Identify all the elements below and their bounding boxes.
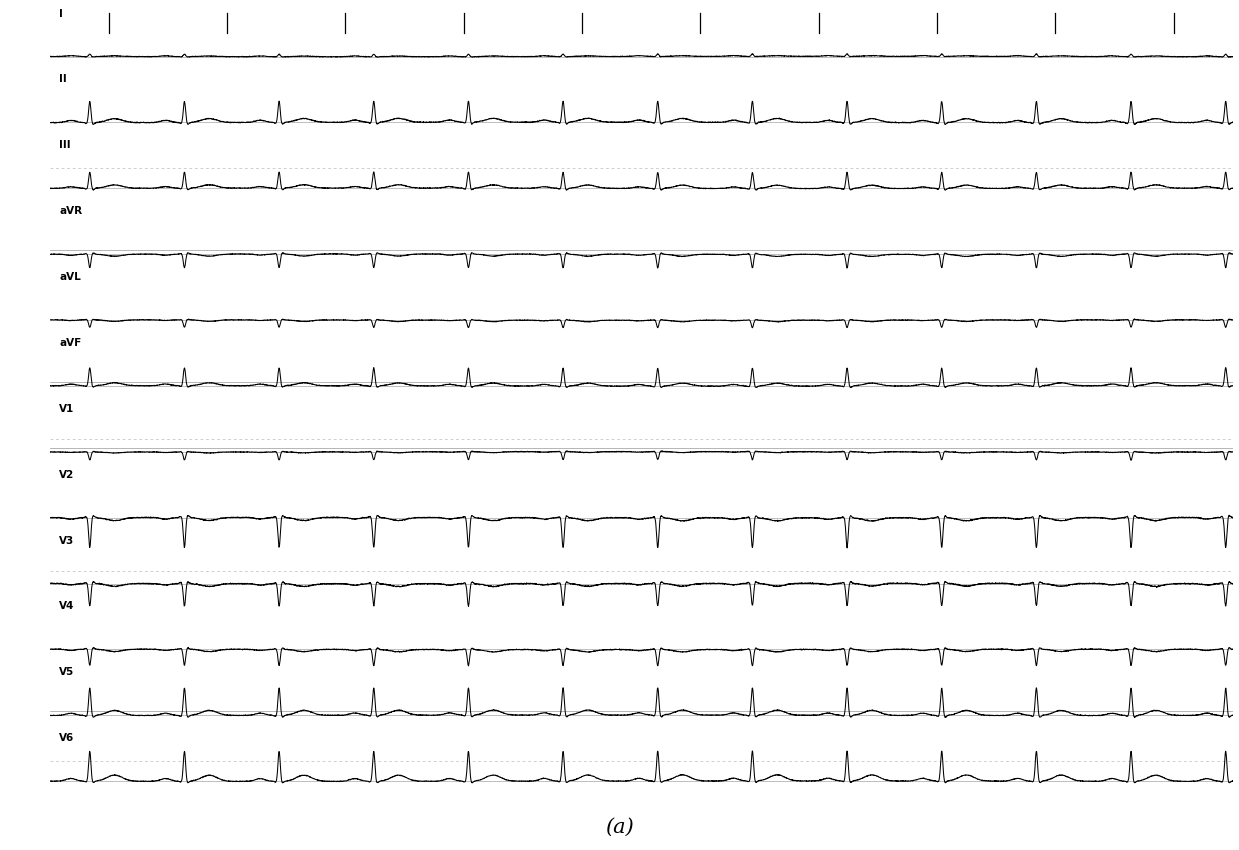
Text: V3: V3 xyxy=(59,536,74,546)
Text: aVF: aVF xyxy=(59,338,82,348)
Text: (a): (a) xyxy=(605,819,634,837)
Text: V5: V5 xyxy=(59,667,74,677)
Text: V1: V1 xyxy=(59,404,74,414)
Text: aVL: aVL xyxy=(59,272,81,282)
Text: II: II xyxy=(59,75,67,84)
Text: V6: V6 xyxy=(59,734,74,743)
Text: III: III xyxy=(59,140,71,150)
Text: I: I xyxy=(59,8,63,19)
Text: V4: V4 xyxy=(59,602,74,611)
Text: aVR: aVR xyxy=(59,207,82,216)
Text: V2: V2 xyxy=(59,470,74,479)
